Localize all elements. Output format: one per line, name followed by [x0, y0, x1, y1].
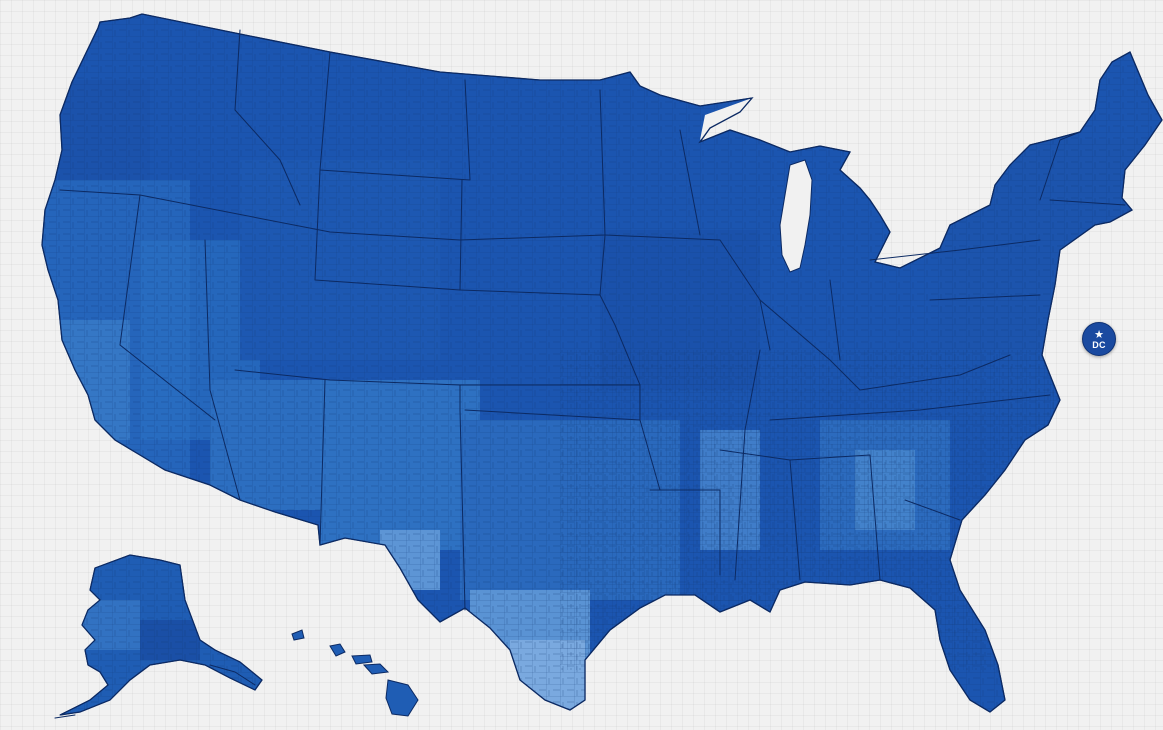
- hawaii[interactable]: [291, 629, 419, 717]
- dc-marker[interactable]: ★ DC: [1082, 322, 1116, 356]
- state-boundaries: [59, 29, 1126, 611]
- dc-label: DC: [1092, 339, 1106, 350]
- star-icon: ★: [1094, 327, 1104, 341]
